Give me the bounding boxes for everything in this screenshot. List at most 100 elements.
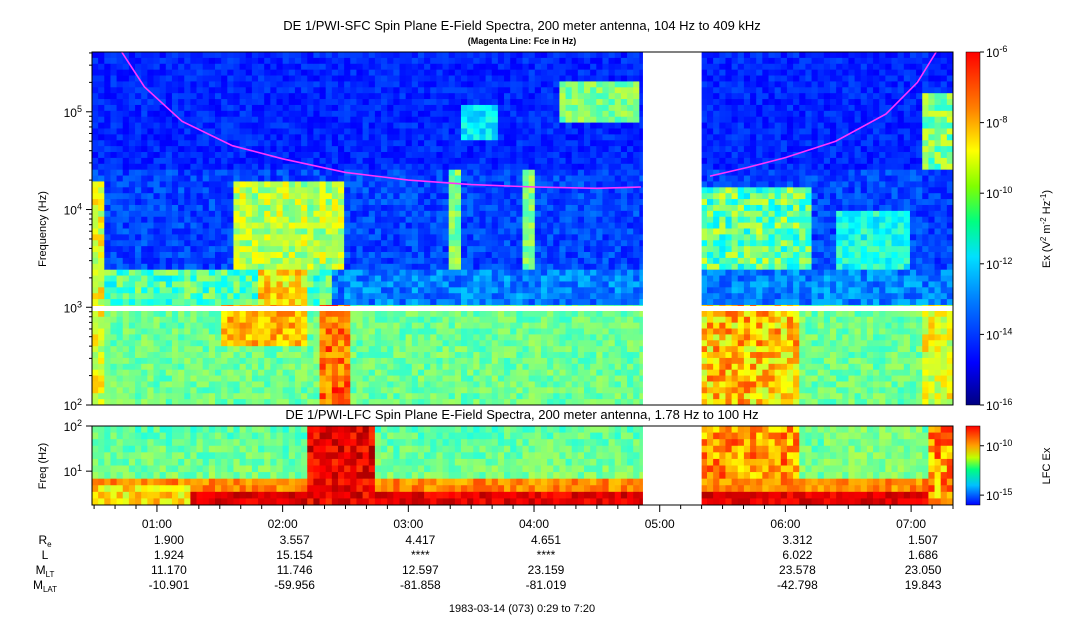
sfc-cell [504,257,511,265]
sfc-cell [171,246,179,253]
sfc-cell [116,252,124,259]
sfc-cell [454,93,462,100]
sfc-cell [540,116,548,123]
sfc-cell [448,252,456,259]
sfc-cell [258,63,265,71]
sfc-cell [301,357,308,365]
sfc-cell [479,263,486,271]
sfc-cell [202,222,210,229]
sfc-cell [122,175,130,182]
sfc-cell [190,263,197,271]
sfc-cell [424,240,431,247]
sfc-cell [227,104,234,112]
sfc-cell [491,240,499,247]
sfc-cell [473,393,480,400]
sfc-cell [104,104,111,112]
sfc-cell [485,222,493,229]
sfc-cell [577,69,585,76]
sfc-cell [485,299,493,306]
sfc-cell [436,69,443,76]
sfc-cell [338,234,345,241]
sfc-cell [547,81,554,88]
sfc-cell [387,234,394,241]
sfc-cell [362,63,370,71]
sfc-cell [153,322,161,329]
sfc-cell [227,146,234,153]
sfc-cell [442,140,450,147]
sfc-cell [178,269,185,276]
sfc-cell [159,122,167,129]
sfc-cell [165,75,173,82]
sfc-cell [596,175,603,182]
sfc-cell [184,110,191,118]
sfc-cell [264,93,271,100]
sfc-cell [276,110,284,118]
sfc-cell [417,316,425,324]
sfc-cell [522,340,530,347]
sfc-cell [313,81,320,88]
sfc-cell [461,169,468,176]
sfc-cell [411,263,419,271]
sfc-cell [264,257,271,265]
sfc-cell [577,116,585,123]
sfc-cell [442,369,450,376]
sfc-cell [473,334,480,341]
sfc-cell [344,110,351,118]
sfc-cell [584,316,591,324]
sfc-cell [264,234,271,241]
sfc-cell [350,122,357,129]
sfc-cell [461,93,468,100]
sfc-cell [307,52,314,59]
sfc-cell [276,134,284,141]
sfc-cell [381,293,388,300]
sfc-cell [485,293,493,300]
sfc-cell [362,369,370,376]
sfc-cell [116,146,124,153]
sfc-cell [559,357,566,365]
sfc-cell [178,81,185,88]
sfc-cell [319,352,327,359]
sfc-cell [399,387,407,394]
sfc-cell [473,275,480,282]
sfc-cell [319,393,327,400]
sfc-cell [350,381,357,388]
sfc-cell [215,187,222,194]
sfc-cell [221,128,228,135]
sfc-cell [325,204,333,212]
sfc-cell [141,52,148,59]
sfc-cell [208,328,216,335]
sfc-cell [233,369,240,376]
sfc-cell [565,69,573,76]
sfc-cell [522,210,530,218]
sfc-cell [362,399,370,405]
sfc-cell [116,157,124,165]
sfc-cell [596,369,603,376]
sfc-cell [442,252,450,259]
sfc-cell [184,393,191,400]
sfc-cell [313,281,320,288]
sfc-cell [516,75,523,82]
sfc-cell [264,81,271,88]
sfc-cell [491,146,499,153]
sfc-cell [479,246,486,253]
sfc-cell [288,52,296,59]
sfc-cell [116,240,124,247]
sfc-cell [153,393,161,400]
sfc-cell [147,116,154,123]
sfc-cell [356,181,363,188]
sfc-cell [436,340,443,347]
sfc-cell [387,110,394,118]
sfc-cell [288,110,296,118]
sfc-cell [430,104,437,112]
sfc-cell [381,63,388,71]
sfc-cell [135,363,142,371]
sfc-cell [153,63,161,71]
sfc-cell [442,263,450,271]
sfc-cell [424,369,431,376]
sfc-cell [436,140,443,147]
sfc-cell [491,316,499,324]
sfc-cell [362,234,370,241]
sfc-cell [153,375,161,382]
sfc-cell [479,269,486,276]
sfc-cell [239,122,247,129]
